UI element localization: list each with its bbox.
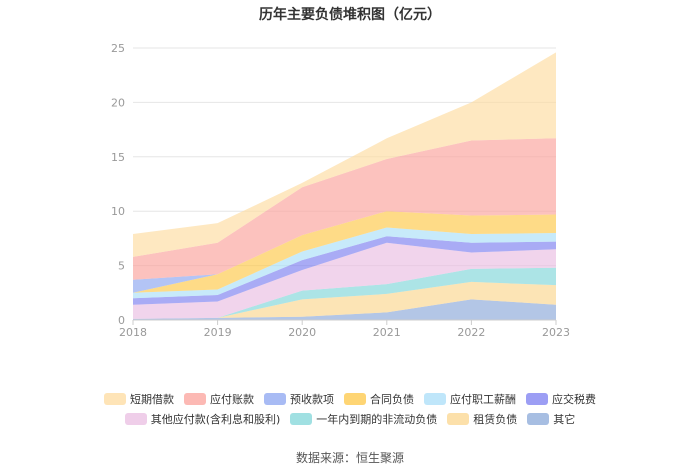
legend-swatch xyxy=(124,413,147,425)
area-series-9 xyxy=(133,52,556,257)
legend-label: 预收款项 xyxy=(290,393,334,406)
legend-item[interactable]: 其它 xyxy=(527,411,575,427)
legend-item[interactable]: 合同负债 xyxy=(344,391,414,407)
area-series-2 xyxy=(133,267,556,319)
x-tick-label: 2023 xyxy=(542,326,570,339)
legend-item[interactable]: 其他应付款(含利息和股利) xyxy=(124,411,281,427)
x-tick-label: 2021 xyxy=(373,326,401,339)
y-tick-label: 15 xyxy=(111,151,125,164)
data-source-note: 数据来源：恒生聚源 xyxy=(295,451,404,465)
legend-label: 应交税费 xyxy=(552,393,596,406)
legend-item[interactable]: 应付账款 xyxy=(184,391,254,407)
area-series-6 xyxy=(133,211,556,293)
legend-swatch xyxy=(344,393,366,405)
legend-swatch xyxy=(104,393,126,405)
x-tick-label: 2020 xyxy=(288,326,316,339)
area-series-1 xyxy=(133,281,556,319)
legend-item[interactable]: 一年内到期的非流动负债 xyxy=(290,411,437,427)
legend-item[interactable]: 短期借款 xyxy=(104,391,174,407)
y-tick-label: 25 xyxy=(111,42,125,55)
area-series-0 xyxy=(133,299,556,320)
legend-label: 租赁负债 xyxy=(473,413,518,426)
y-tick-label: 5 xyxy=(118,260,125,273)
x-tick-label: 2019 xyxy=(204,326,232,339)
y-tick-label: 20 xyxy=(111,96,125,109)
legend-swatch xyxy=(424,393,446,405)
legend-swatch xyxy=(264,393,286,405)
legend-label: 合同负债 xyxy=(370,393,414,406)
stacked-area-chart: 0 5 10 15 20 25 2018 2019 2020 2021 2022 2023 xyxy=(111,42,570,339)
y-tick-label: 10 xyxy=(111,205,125,218)
legend-row: 短期借款 应付账款 预收款项 合同负债 应付职工薪酬 应交税费 xyxy=(0,389,700,409)
legend-label: 其它 xyxy=(553,413,576,426)
x-tick-label: 2022 xyxy=(457,326,485,339)
legend-swatch xyxy=(526,393,548,405)
legend-label: 应付职工薪酬 xyxy=(450,393,516,406)
chart-title: 历年主要负债堆积图（亿元） xyxy=(259,7,441,23)
legend-swatch xyxy=(184,393,206,405)
legend-label: 一年内到期的非流动负债 xyxy=(316,413,438,426)
legend-label: 其他应付款(含利息和股利) xyxy=(150,413,281,426)
legend-item[interactable]: 应付职工薪酬 xyxy=(424,391,516,407)
legend-item[interactable]: 预收款项 xyxy=(264,391,334,407)
legend-swatch xyxy=(447,413,470,425)
area-series-8 xyxy=(133,138,556,280)
area-series-4 xyxy=(133,236,556,305)
legend-item[interactable]: 租赁负债 xyxy=(447,411,517,427)
legend-row: 其他应付款(含利息和股利) 一年内到期的非流动负债 租赁负债 其它 xyxy=(0,409,700,429)
area-series-3 xyxy=(133,242,556,319)
area-series-5 xyxy=(133,227,556,299)
legend-swatch xyxy=(527,413,550,425)
legend: 短期借款 应付账款 预收款项 合同负债 应付职工薪酬 应交税费 其他应付款(含利息和股利)… xyxy=(0,389,700,429)
legend-swatch xyxy=(290,413,313,425)
legend-label: 应付账款 xyxy=(210,393,254,406)
x-tick-label: 2018 xyxy=(119,326,147,339)
legend-item[interactable]: 应交税费 xyxy=(526,391,596,407)
y-tick-label: 0 xyxy=(118,314,125,327)
legend-label: 短期借款 xyxy=(130,393,174,406)
